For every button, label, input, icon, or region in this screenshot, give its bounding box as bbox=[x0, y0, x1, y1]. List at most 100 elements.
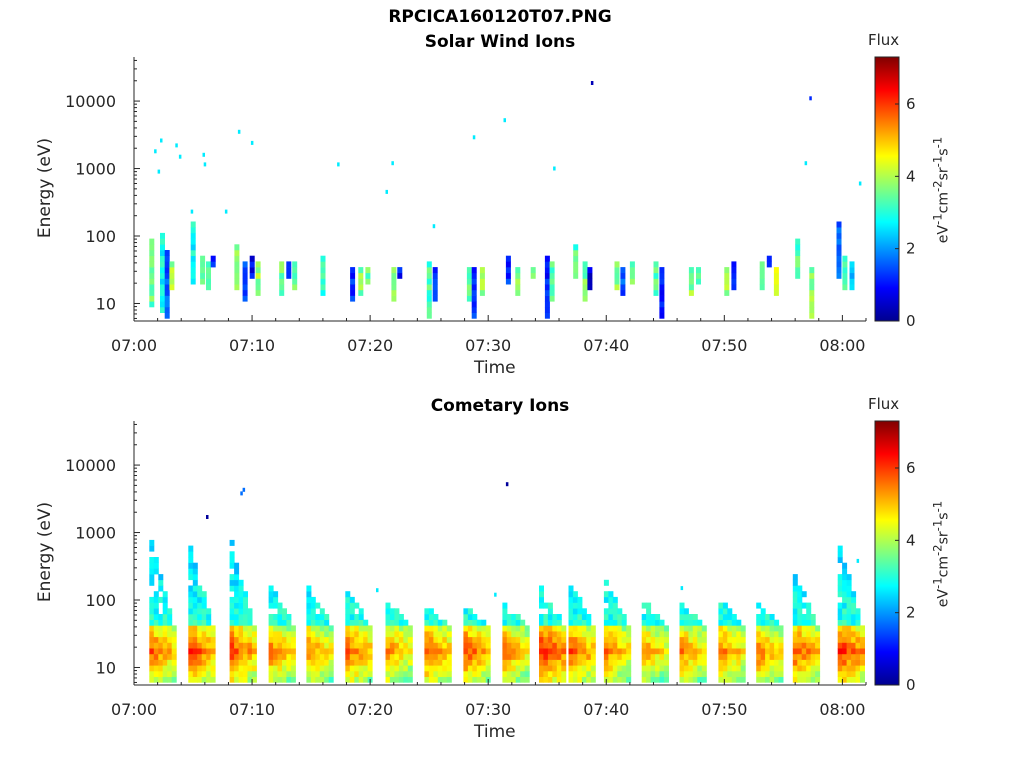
heatmap-cell bbox=[612, 642, 618, 649]
heatmap-cell bbox=[243, 596, 248, 603]
heatmap-cell bbox=[659, 631, 665, 638]
heatmap-cell bbox=[472, 614, 478, 620]
heatmap-cell bbox=[539, 591, 544, 598]
heatmap-cell bbox=[697, 676, 703, 683]
heatmap-cell bbox=[149, 261, 155, 268]
heatmap-cell bbox=[851, 596, 857, 603]
heatmap-cell bbox=[247, 665, 253, 672]
heatmap-cell bbox=[249, 261, 255, 268]
heatmap-cell bbox=[586, 653, 592, 660]
heatmap-cell bbox=[646, 608, 652, 615]
heatmap-cell bbox=[349, 676, 355, 683]
heatmap-cell bbox=[149, 602, 155, 609]
heatmap-cell bbox=[683, 619, 689, 626]
heatmap-cell bbox=[655, 614, 661, 620]
heatmap-cell bbox=[345, 671, 351, 677]
heatmap-cell bbox=[277, 659, 283, 666]
heatmap-cell bbox=[367, 648, 373, 655]
heatmap-cell bbox=[511, 636, 517, 643]
heatmap-cell bbox=[641, 602, 647, 609]
heatmap-cell bbox=[769, 671, 775, 677]
heatmap-cell bbox=[792, 585, 798, 592]
heatmap-cell bbox=[164, 307, 170, 313]
heatmap-cell bbox=[769, 625, 775, 632]
heatmap-cell bbox=[586, 665, 592, 672]
heatmap-cell bbox=[286, 665, 292, 672]
heatmap-cell bbox=[792, 676, 798, 683]
heatmap-cell bbox=[724, 289, 730, 296]
heatmap-cell bbox=[247, 636, 253, 643]
heatmap-cell bbox=[740, 659, 746, 666]
heatmap-dot bbox=[680, 586, 684, 591]
heatmap-cell bbox=[577, 642, 583, 649]
heatmap-cell bbox=[349, 614, 355, 620]
heatmap-cell bbox=[731, 648, 737, 655]
heatmap-cell bbox=[582, 289, 588, 296]
heatmap-cell bbox=[319, 648, 325, 655]
heatmap-cell bbox=[345, 653, 351, 660]
heatmap-cell bbox=[345, 608, 351, 615]
heatmap-cell bbox=[688, 665, 694, 672]
heatmap-cell bbox=[515, 636, 521, 643]
heatmap-cell bbox=[718, 653, 724, 660]
x-tick-label: 07:10 bbox=[229, 336, 275, 355]
heatmap-cell bbox=[506, 625, 512, 632]
heatmap-cell bbox=[760, 642, 766, 649]
heatmap-cell bbox=[385, 676, 391, 683]
heatmap-cell bbox=[543, 653, 549, 660]
heatmap-cell bbox=[229, 642, 235, 649]
heatmap-cell bbox=[731, 665, 737, 672]
heatmap-cell bbox=[851, 619, 857, 626]
heatmap-cell bbox=[234, 671, 240, 677]
heatmap-cell bbox=[810, 665, 816, 672]
heatmap-cell bbox=[655, 653, 661, 660]
heatmap-cell bbox=[724, 267, 730, 274]
heatmap-cell bbox=[683, 636, 689, 643]
heatmap-cell bbox=[561, 625, 567, 632]
heatmap-cell bbox=[502, 642, 508, 649]
heatmap-cell bbox=[774, 642, 780, 649]
heatmap-cell bbox=[851, 608, 857, 615]
heatmap-cell bbox=[568, 602, 574, 609]
heatmap-cell bbox=[664, 631, 669, 638]
heatmap-cell bbox=[192, 614, 198, 620]
heatmap-cell bbox=[188, 631, 194, 638]
heatmap-cell bbox=[506, 676, 512, 683]
heatmap-cell bbox=[188, 614, 194, 620]
heatmap-cell bbox=[679, 676, 685, 683]
heatmap-cell bbox=[547, 619, 553, 626]
heatmap-cell bbox=[463, 671, 469, 677]
heatmap-cell bbox=[328, 642, 334, 649]
heatmap-cell bbox=[603, 591, 609, 598]
heatmap-cell bbox=[603, 636, 609, 643]
heatmap-cell bbox=[556, 659, 562, 666]
heatmap-cell bbox=[759, 278, 765, 285]
heatmap-cell bbox=[556, 653, 562, 660]
colorbar-tick-label: 4 bbox=[906, 167, 916, 185]
heatmap-cell bbox=[206, 608, 212, 615]
heatmap-cell bbox=[428, 625, 434, 632]
heatmap-cell bbox=[765, 631, 771, 638]
heatmap-cell bbox=[481, 659, 487, 666]
heatmap-cell bbox=[572, 619, 578, 626]
heatmap-cell bbox=[650, 631, 656, 638]
heatmap-cell bbox=[428, 614, 434, 620]
heatmap-cell bbox=[320, 289, 326, 296]
heatmap-cell bbox=[539, 614, 544, 620]
heatmap-cell bbox=[210, 659, 216, 666]
heatmap-cell bbox=[621, 653, 627, 660]
heatmap-cell bbox=[463, 608, 469, 615]
heatmap-cell bbox=[617, 653, 623, 660]
heatmap-cell bbox=[273, 642, 279, 649]
heatmap-cell bbox=[192, 648, 198, 655]
heatmap-cell bbox=[520, 671, 526, 677]
heatmap-cell bbox=[463, 676, 469, 683]
heatmap-cell bbox=[358, 642, 364, 649]
heatmap-cell bbox=[718, 625, 724, 632]
heatmap-cell bbox=[242, 289, 248, 296]
heatmap-cell bbox=[210, 631, 216, 638]
heatmap-cell bbox=[268, 631, 274, 638]
heatmap-cell bbox=[234, 614, 240, 620]
heatmap-cell bbox=[164, 301, 170, 308]
